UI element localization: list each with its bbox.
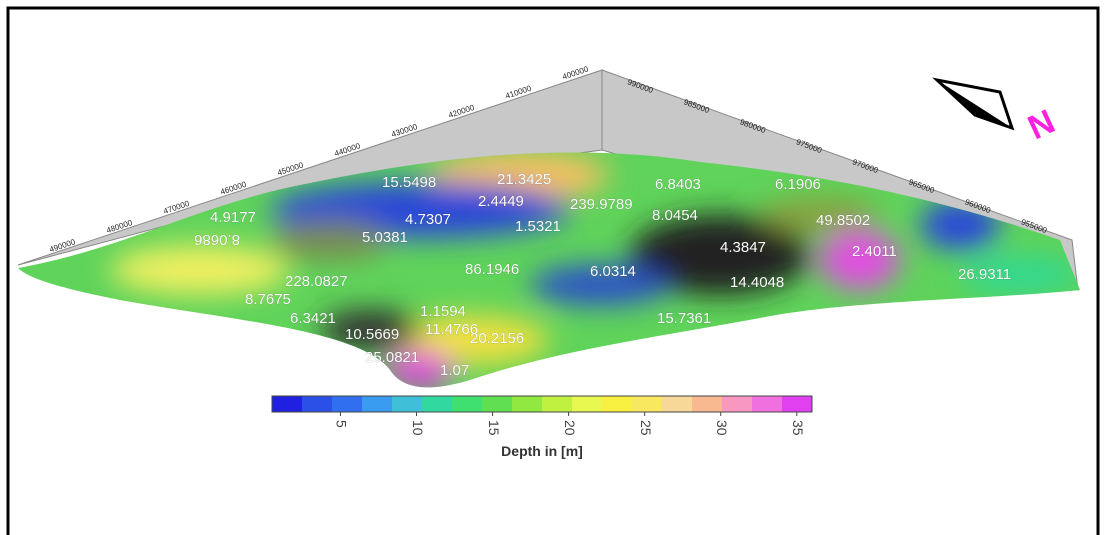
page: N 5 10 15 20 25 30 35 Depth in [m] 15.5498 21.3… <box>0 0 1104 535</box>
map-figure: N 5 10 15 20 25 30 35 Depth in [m] 15.5498 21.3… <box>0 0 1104 535</box>
depth-label: 49.8502 <box>816 212 870 229</box>
colorbar-swatch <box>602 396 633 412</box>
colorbar-tick-label: 15 <box>486 420 502 436</box>
depth-label: 4.3847 <box>720 239 766 256</box>
depth-label: 4.9177 <box>210 209 256 226</box>
colorbar-swatch <box>692 396 723 412</box>
colorbar-swatch <box>332 396 363 412</box>
depth-label: 1.07 <box>440 362 469 379</box>
depth-label: 15.7361 <box>657 310 711 327</box>
colorbar-swatch <box>572 396 603 412</box>
colorbar-swatch <box>302 396 333 412</box>
depth-label: 8.7675 <box>245 291 291 308</box>
colorbar-swatch <box>662 396 693 412</box>
depth-label: 1.5321 <box>515 218 561 235</box>
depth-label: 2.4449 <box>478 193 524 210</box>
depth-label: 21.3425 <box>497 171 551 188</box>
depth-label: 5.0381 <box>362 229 408 246</box>
colorbar-tick-label: 20 <box>562 420 578 436</box>
depth-label: 6.0314 <box>590 263 636 280</box>
colorbar-swatch <box>512 396 543 412</box>
colorbar-tick-label: 30 <box>714 420 730 436</box>
depth-label: 10.5669 <box>345 326 399 343</box>
colorbar-swatch <box>362 396 393 412</box>
depth-label: 4.7307 <box>405 211 451 228</box>
depth-label: 228.0827 <box>285 273 348 290</box>
depth-label: 6.3421 <box>290 310 336 327</box>
colorbar-title: Depth in [m] <box>501 443 583 459</box>
colorbar-swatch <box>752 396 783 412</box>
colorbar-tick-label: 10 <box>410 420 426 436</box>
depth-label: 6.8403 <box>655 176 701 193</box>
depth-label: 8.0686 <box>194 231 240 248</box>
colorbar-swatch <box>392 396 423 412</box>
depth-label: 20.2156 <box>470 330 524 347</box>
depth-label: 26.9311 <box>958 266 1011 283</box>
north-label: N <box>1022 102 1060 147</box>
colorbar-swatch <box>782 396 813 412</box>
depth-label: 86.1946 <box>465 261 519 278</box>
depth-label: 15.5498 <box>382 174 436 191</box>
depth-label: 25.0821 <box>365 349 419 366</box>
colorbar-swatch <box>632 396 663 412</box>
depth-label: 2.4011 <box>852 243 897 260</box>
depth-label: 14.4048 <box>730 274 784 291</box>
colorbar-swatch <box>482 396 513 412</box>
colorbar-tick-label: 35 <box>790 420 806 436</box>
depth-label: 6.1906 <box>775 176 821 193</box>
colorbar-swatch <box>722 396 753 412</box>
depth-label: 8.0454 <box>652 207 698 224</box>
colorbar: 5 10 15 20 25 30 35 <box>272 396 813 436</box>
colorbar-swatch <box>272 396 303 412</box>
colorbar-swatch <box>542 396 573 412</box>
colorbar-swatch <box>452 396 483 412</box>
depth-label: 239.9789 <box>570 196 633 213</box>
colorbar-tick-label: 5 <box>334 420 350 428</box>
depth-label: 1.1594 <box>420 303 466 320</box>
colorbar-tick-label: 25 <box>638 420 654 436</box>
colorbar-swatch <box>422 396 453 412</box>
